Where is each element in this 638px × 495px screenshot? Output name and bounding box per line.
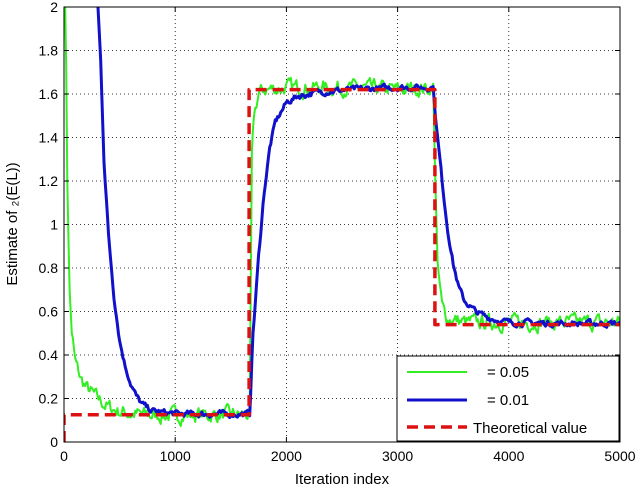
series-line-3 [64,87,620,442]
y-tick-label: 1 [50,217,58,233]
y-tick-label: 0.8 [39,260,59,276]
y-axis-label: Estimate of ₂(E(L)) [4,162,21,285]
x-tick-label: 0 [60,448,68,464]
x-axis-label: Iteration index [295,471,390,488]
legend-label-series-2: = 0.01 [487,392,529,409]
x-tick-label: 2000 [271,448,302,464]
legend: = 0.05 = 0.01 Theoretical value [396,355,620,442]
x-tick-label: 3000 [382,448,413,464]
y-tick-label: 1.2 [39,173,59,189]
y-tick-label: 0.2 [39,391,59,407]
x-tick-label: 1000 [160,448,191,464]
x-tick-label: 5000 [604,448,635,464]
grid [64,7,620,442]
series-layer [64,7,620,442]
y-tick-label: 1.8 [39,43,59,59]
y-tick-label: 1.6 [39,86,59,102]
y-tick-label: 0 [50,434,58,450]
y-tick-label: 0.4 [39,347,59,363]
y-tick-label: 0.6 [39,304,59,320]
axis-ticks: 0 1000 2000 3000 4000 5000 0 0.2 0.4 0.6 0.8 1 1.2 1.… [39,0,636,464]
y-tick-label: 2 [50,0,58,15]
y-tick-label: 1.4 [39,130,59,146]
legend-label-series-3: Theoretical value [473,420,587,437]
x-tick-label: 4000 [493,448,524,464]
legend-label-series-1: = 0.05 [487,364,529,381]
